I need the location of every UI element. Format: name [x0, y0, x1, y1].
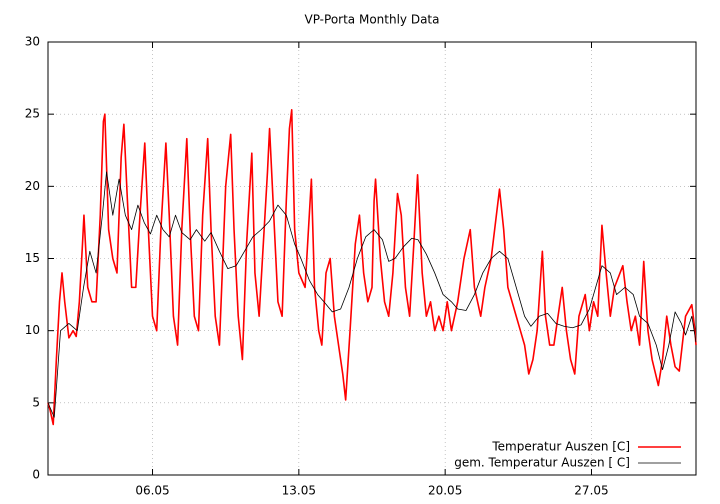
y-tick-label: 25: [25, 107, 40, 121]
y-tick-label: 15: [25, 251, 40, 265]
x-tick-label: 20.05: [428, 484, 462, 498]
y-tick-label: 10: [25, 323, 40, 337]
chart-title: VP-Porta Monthly Data: [305, 13, 440, 27]
y-tick-label: 0: [32, 468, 40, 482]
y-tick-label: 20: [25, 179, 40, 193]
x-tick-label: 06.05: [135, 484, 169, 498]
legend-label: gem. Temperatur Auszen [ C]: [454, 456, 630, 470]
series-line: [47, 109, 697, 426]
series-line: [47, 171, 697, 418]
y-tick-label: 5: [32, 395, 40, 409]
plot-frame: [47, 41, 697, 476]
y-tick-label: 30: [25, 35, 40, 49]
legend-label: Temperatur Auszen [C]: [491, 440, 630, 454]
x-tick-label: 27.05: [574, 484, 608, 498]
x-tick-label: 13.05: [282, 484, 316, 498]
